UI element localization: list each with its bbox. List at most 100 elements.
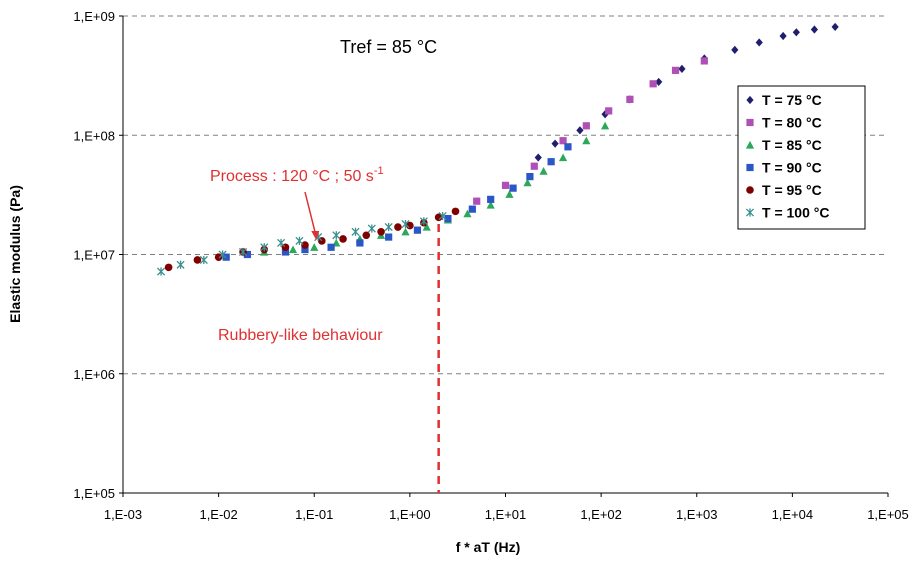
x-tick-label: 1,E-02: [199, 507, 237, 522]
data-point: [351, 227, 360, 236]
data-point: [564, 143, 572, 151]
y-tick-labels: 1,E+05 1,E+06 1,E+07 1,E+08 1,E+09: [73, 9, 115, 501]
legend-box: [737, 85, 866, 230]
data-point: [530, 162, 538, 170]
data-points: [156, 22, 839, 276]
tref-label: Tref = 85 °C: [340, 37, 437, 57]
data-point: [539, 167, 548, 175]
legend-marker: [746, 163, 754, 172]
data-point: [288, 245, 298, 254]
data-point: [214, 253, 223, 261]
legend-item: T = 80 °C: [746, 115, 822, 131]
legend-item: T = 85 °C: [745, 137, 822, 153]
data-point: [301, 245, 309, 254]
data-point: [401, 219, 410, 229]
data-point: [473, 197, 481, 205]
legend-item: T = 95 °C: [746, 182, 822, 198]
data-point: [164, 263, 173, 272]
series-4: [164, 207, 460, 272]
data-point: [301, 241, 309, 249]
data-point: [671, 66, 680, 74]
annotations: Tref = 85 °C Process : 120 °C ; 50 s-1 R…: [210, 37, 440, 493]
data-point: [281, 248, 290, 256]
data-point: [384, 222, 393, 232]
data-point: [523, 178, 532, 187]
data-point: [444, 215, 452, 223]
data-point: [505, 190, 514, 198]
data-point: [792, 28, 800, 37]
legend-marker: [745, 208, 755, 217]
process-label-sup: -1: [374, 165, 384, 177]
data-point: [509, 184, 517, 192]
rubbery-label: Rubbery-like behaviour: [218, 327, 383, 344]
data-point: [649, 80, 657, 88]
y-axis-title: Elastic modulus (Pa): [7, 185, 23, 323]
legend-item: T = 100 °C: [745, 205, 829, 221]
legend-item: T = 90 °C: [746, 160, 822, 176]
data-point: [534, 153, 542, 162]
data-point: [377, 228, 385, 236]
data-point: [559, 137, 567, 145]
legend: T = 75 °C T = 80 °C T = 85 °C T = 90 °C T = …: [737, 85, 866, 230]
y-tick-label: 1,E+06: [73, 367, 115, 382]
process-label: Process : 120 °C ; 50 s-1: [210, 165, 384, 185]
data-point: [156, 267, 166, 276]
legend-label: T = 85 °C: [762, 137, 822, 153]
legend-label: T = 100 °C: [762, 205, 829, 221]
y-tick-label: 1,E+08: [73, 128, 115, 143]
x-tick-label: 1,E-03: [104, 507, 142, 522]
data-point: [243, 250, 252, 259]
process-arrow-shaft: [304, 191, 316, 234]
series-3: [222, 143, 572, 261]
data-point: [451, 207, 460, 216]
x-axis-title: f * aT (Hz): [456, 539, 521, 555]
legend-label: T = 90 °C: [762, 160, 822, 176]
data-point: [362, 231, 371, 240]
data-point: [385, 233, 393, 241]
data-point: [339, 235, 347, 243]
data-point: [526, 173, 534, 181]
data-point: [810, 25, 819, 34]
data-point: [438, 211, 447, 221]
data-point: [277, 238, 286, 248]
data-point: [356, 239, 364, 247]
data-point: [463, 209, 472, 218]
data-point: [310, 243, 319, 251]
data-point: [486, 200, 495, 209]
legend-item: T = 75 °C: [746, 92, 822, 108]
legend-label: T = 75 °C: [762, 92, 822, 108]
data-point: [260, 243, 269, 252]
data-point: [755, 38, 763, 47]
x-tick-label: 1,E+03: [676, 507, 718, 522]
data-point: [193, 256, 202, 264]
x-tick-labels: 1,E-03 1,E-02 1,E-01 1,E+00 1,E+01 1,E+02 1,E+…: [104, 507, 909, 522]
legend-marker: [746, 186, 754, 194]
data-point: [700, 57, 708, 65]
data-point: [558, 153, 568, 162]
y-tick-label: 1,E+09: [73, 9, 115, 24]
legend-label: T = 80 °C: [762, 115, 822, 131]
data-point: [582, 136, 591, 145]
data-point: [605, 107, 613, 115]
data-point: [367, 224, 376, 233]
data-point: [419, 217, 428, 226]
data-point: [600, 121, 610, 130]
x-tick-label: 1,E+05: [867, 507, 909, 522]
data-point: [176, 260, 185, 269]
data-point: [655, 77, 663, 87]
y-tick-label: 1,E+07: [73, 248, 115, 263]
data-point: [626, 95, 634, 103]
axes: [122, 16, 889, 497]
data-point: [468, 205, 476, 213]
process-label-main: Process : 120 °C ; 50 s: [210, 168, 374, 185]
data-point: [434, 213, 443, 222]
x-tick-label: 1,E+00: [389, 507, 431, 522]
series-2: [260, 121, 610, 256]
data-point: [678, 64, 686, 74]
legend-marker: [745, 140, 755, 149]
legend-marker: [746, 118, 754, 127]
x-tick-label: 1,E+04: [772, 507, 814, 522]
data-point: [394, 223, 402, 231]
legend-marker: [746, 95, 754, 105]
